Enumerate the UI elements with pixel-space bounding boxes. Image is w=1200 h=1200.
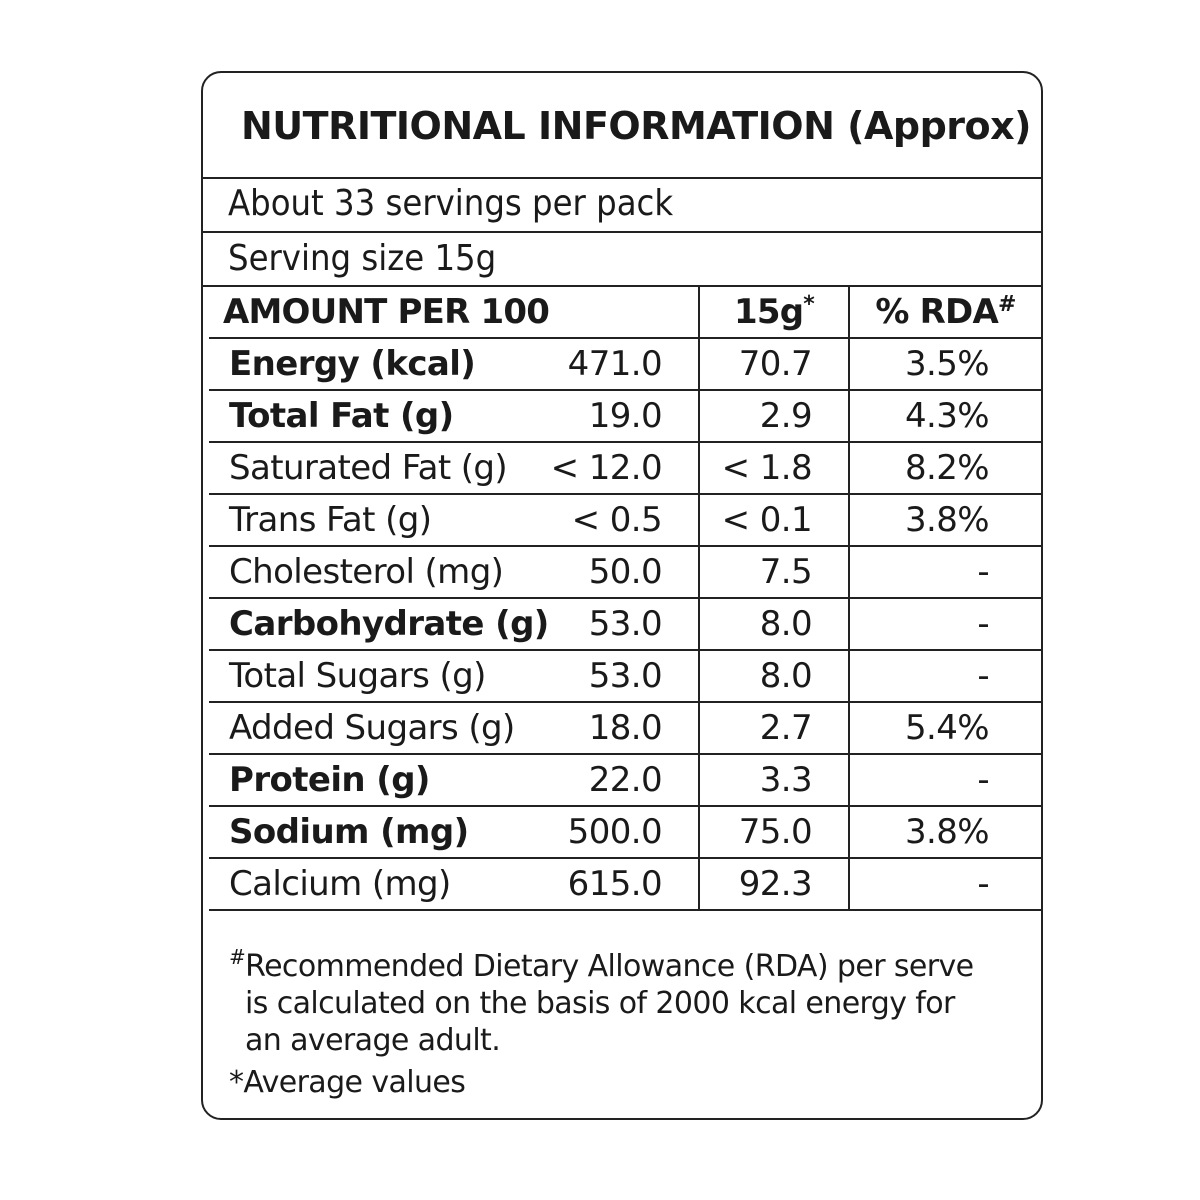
header-per-serving-label: 15g	[734, 291, 804, 332]
nutrient-name: Sodium (mg)	[209, 806, 549, 859]
value-per-serving: < 1.8	[699, 442, 850, 495]
value-per-100g: 22.0	[549, 754, 700, 807]
value-per-serving: 70.7	[699, 338, 850, 391]
average-values-note: *Average values	[229, 1065, 466, 1100]
value-per-serving: 92.3	[699, 858, 850, 911]
value-per-100g: 615.0	[549, 858, 700, 911]
value-rda: 4.3%	[849, 390, 1041, 443]
nutrient-name: Protein (g)	[209, 754, 549, 807]
nutrient-name: Trans Fat (g)	[209, 494, 549, 547]
footnote-mark: #	[229, 945, 246, 969]
nutrient-name: Added Sugars (g)	[209, 702, 549, 755]
value-rda: -	[849, 598, 1041, 651]
nutrient-name: Energy (kcal)	[209, 338, 549, 391]
table-header-row: AMOUNT PER 100g* 15g* % RDA#	[209, 286, 1041, 339]
value-per-100g: 500.0	[549, 806, 700, 859]
value-per-100g: 53.0	[549, 598, 700, 651]
value-rda: 3.8%	[849, 494, 1041, 547]
value-per-100g: 53.0	[549, 650, 700, 703]
servings-per-pack: About 33 servings per pack	[203, 179, 1041, 233]
header-per-serving-mark: *	[803, 291, 814, 317]
footnote-line-1: #Recommended Dietary Allowance (RDA) per…	[229, 939, 1029, 985]
table-row: Total Fat (g) 19.0 2.9 4.3%	[209, 390, 1041, 443]
value-per-100g: < 0.5	[549, 494, 700, 547]
value-per-serving: 75.0	[699, 806, 850, 859]
table-row: Total Sugars (g) 53.0 8.0-	[209, 650, 1041, 703]
table-row: Energy (kcal) 471.0 70.7 3.5%	[209, 338, 1041, 391]
header-amount: AMOUNT PER 100g*	[209, 286, 549, 339]
value-rda: -	[849, 754, 1041, 807]
nutrient-name: Cholesterol (mg)	[209, 546, 549, 599]
nutrient-name: Total Sugars (g)	[209, 650, 549, 703]
value-rda: -	[849, 546, 1041, 599]
header-rda: % RDA#	[849, 286, 1041, 339]
table-row: Protein (g) 22.0 3.3-	[209, 754, 1041, 807]
table-row: Added Sugars (g) 18.0 2.7 5.4%	[209, 702, 1041, 755]
value-rda: 5.4%	[849, 702, 1041, 755]
value-per-100g: 19.0	[549, 390, 700, 443]
value-rda: -	[849, 858, 1041, 911]
value-per-100g: 471.0	[549, 338, 700, 391]
header-rda-label: % RDA	[875, 291, 998, 332]
table-row: Sodium (mg) 500.0 75.0 3.8%	[209, 806, 1041, 859]
value-per-serving: 2.9	[699, 390, 850, 443]
nutrient-name: Calcium (mg)	[209, 858, 549, 911]
table-row: Trans Fat (g) < 0.5 < 0.1 3.8%	[209, 494, 1041, 547]
serving-size: Serving size 15g	[203, 233, 1041, 287]
value-per-serving: 7.5	[699, 546, 850, 599]
value-per-serving: 2.7	[699, 702, 850, 755]
footnote-line-3: an average adult.	[245, 1023, 501, 1058]
table-row: Carbohydrate (g) 53.0 8.0-	[209, 598, 1041, 651]
value-per-100g: < 12.0	[549, 442, 700, 495]
footnote-line-1-text: Recommended Dietary Allowance (RDA) per …	[245, 949, 974, 984]
header-per-serving: 15g*	[699, 286, 850, 339]
rda-footnote: #Recommended Dietary Allowance (RDA) per…	[229, 939, 1029, 1059]
table-row: Calcium (mg) 615.0 92.3-	[209, 858, 1041, 911]
nutrient-name: Carbohydrate (g)	[209, 598, 549, 651]
nutrition-table: AMOUNT PER 100g* 15g* % RDA# Energy (kca…	[209, 286, 1041, 911]
nutrition-label: NUTRITIONAL INFORMATION (Approx) About 3…	[201, 71, 1043, 1120]
nutrient-name: Saturated Fat (g)	[209, 442, 549, 495]
table-row: Cholesterol (mg) 50.0 7.5-	[209, 546, 1041, 599]
value-per-100g: 50.0	[549, 546, 700, 599]
value-rda: -	[849, 650, 1041, 703]
header-rda-mark: #	[997, 291, 1016, 317]
header-spacer	[549, 286, 700, 339]
label-title: NUTRITIONAL INFORMATION (Approx)	[203, 73, 1041, 179]
value-per-serving: 8.0	[699, 598, 850, 651]
table-row: Saturated Fat (g) < 12.0 < 1.8 8.2%	[209, 442, 1041, 495]
value-per-serving: 3.3	[699, 754, 850, 807]
footnote-line-2: is calculated on the basis of 2000 kcal …	[245, 986, 955, 1021]
value-rda: 3.8%	[849, 806, 1041, 859]
value-per-serving: < 0.1	[699, 494, 850, 547]
value-per-100g: 18.0	[549, 702, 700, 755]
value-per-serving: 8.0	[699, 650, 850, 703]
header-amount-label: AMOUNT PER 100g	[223, 291, 549, 332]
value-rda: 3.5%	[849, 338, 1041, 391]
nutrient-name: Total Fat (g)	[209, 390, 549, 443]
table-body: Energy (kcal) 471.0 70.7 3.5% Total Fat (g) 1…	[209, 338, 1041, 911]
value-rda: 8.2%	[849, 442, 1041, 495]
